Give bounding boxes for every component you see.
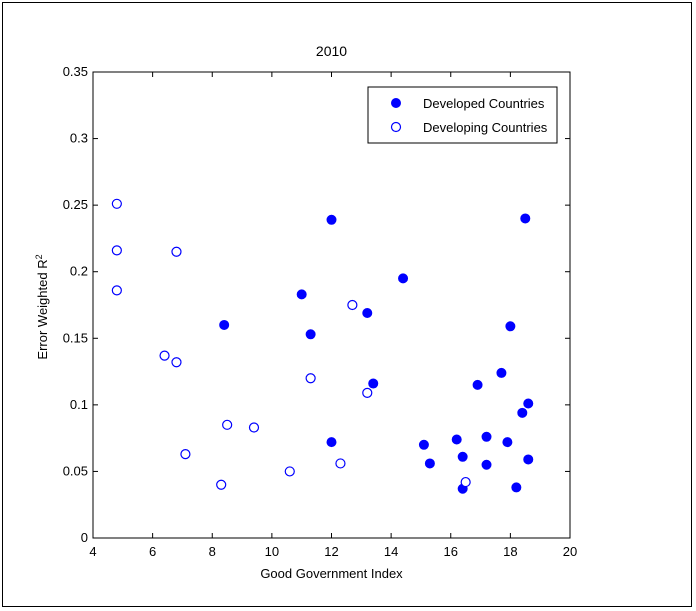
developing-country-point: [171, 357, 182, 368]
y-tick-label: 0.3: [70, 131, 88, 146]
legend-label-developing: Developing Countries: [423, 120, 548, 135]
legend-label-developed: Developed Countries: [423, 96, 545, 111]
developed-country-point: [496, 367, 507, 378]
developed-country-point: [517, 407, 528, 418]
y-axis-label-superscript: 2: [34, 254, 44, 259]
developing-country-point: [222, 419, 233, 430]
developing-country-point: [171, 246, 182, 257]
developed-country-point: [362, 307, 373, 318]
developing-country-point: [335, 458, 346, 469]
legend: Developed Countries Developing Countries: [367, 86, 558, 144]
developed-country-point: [523, 398, 534, 409]
x-tick-label: 20: [563, 544, 577, 559]
developing-country-point: [216, 479, 227, 490]
developing-country-point: [248, 422, 260, 433]
developed-country-point: [418, 439, 429, 450]
developed-country-point: [451, 434, 462, 445]
developing-country-point: [159, 350, 170, 361]
x-tick-label: 16: [444, 544, 458, 559]
developed-country-point: [511, 482, 522, 493]
chart-title: 2010: [316, 43, 347, 59]
x-tick-label: 8: [209, 544, 216, 559]
y-tick-label: 0.35: [63, 64, 88, 79]
plot-area: [92, 71, 571, 539]
x-tick-label: 4: [89, 544, 96, 559]
developing-country-point: [111, 245, 122, 256]
developed-country-point: [457, 451, 468, 462]
y-tick-label: 0.05: [63, 463, 88, 478]
y-tick-label: 0: [81, 530, 88, 545]
developing-country-point: [347, 299, 358, 311]
developed-country-point: [520, 213, 531, 224]
y-tick-label: 0.2: [70, 264, 88, 279]
x-axis: 4 6 8 10 12 14 16 18 20: [89, 72, 577, 559]
developed-country-point: [326, 214, 337, 225]
developing-country-point: [460, 476, 471, 488]
developed-country-point: [523, 454, 534, 465]
x-tick-label: 10: [265, 544, 279, 559]
developed-country-point: [481, 459, 492, 470]
y-tick-label: 0.15: [63, 330, 88, 345]
developed-country-point: [502, 437, 513, 448]
x-tick-label: 14: [384, 544, 398, 559]
developing-country-point: [362, 387, 373, 398]
developing-country-point: [111, 198, 122, 209]
developed-country-point: [472, 379, 483, 390]
developed-country-point: [296, 289, 307, 300]
y-axis: 0 0.05 0.1 0.15 0.2 0.25 0.3 0.35: [63, 64, 570, 545]
developed-country-point: [368, 378, 379, 389]
developed-country-point: [481, 431, 492, 442]
y-axis-label: Error Weighted R2: [34, 254, 50, 359]
developing-country-point: [180, 449, 191, 460]
x-axis-label: Good Government Index: [260, 566, 403, 581]
legend-marker-developing: [390, 121, 402, 133]
developed-country-point: [219, 319, 230, 330]
developing-country-point: [111, 285, 122, 296]
x-tick-label: 18: [503, 544, 517, 559]
developed-country-point: [398, 273, 409, 284]
developed-country-point: [424, 458, 435, 469]
x-tick-label: 6: [149, 544, 156, 559]
developing-country-point: [305, 373, 316, 384]
y-axis-label-main: Error Weighted R: [35, 259, 50, 359]
developed-country-point: [505, 321, 516, 332]
developing-country-point: [284, 466, 295, 477]
developed-country-point: [305, 329, 316, 340]
data-points: [111, 198, 534, 494]
y-tick-label: 0.25: [63, 197, 88, 212]
y-tick-label: 0.1: [70, 397, 88, 412]
legend-marker-developed: [391, 98, 401, 108]
legend-box: [367, 86, 558, 144]
developed-country-point: [326, 437, 337, 448]
scatter-chart: 2010 4 6 8 10 12 14 16 18 20 0 0.05 0.1 0.15 0.2 0.25…: [34, 43, 577, 581]
x-tick-label: 12: [324, 544, 338, 559]
